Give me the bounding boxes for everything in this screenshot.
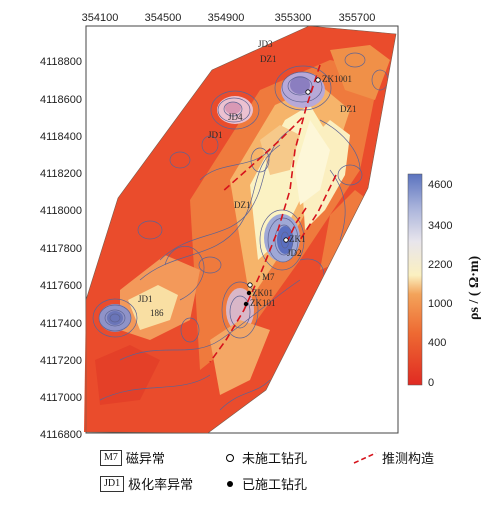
colorbar-title: ρs / ( Ω·m) (467, 255, 482, 320)
x-axis: 354100 354500 354900 355300 355700 (82, 12, 376, 24)
colorbar-tick: 0 (428, 377, 434, 389)
label-m7: M7 (262, 272, 275, 282)
legend-jd1-text: 极化率异常 (128, 478, 194, 493)
y-tick: 4118600 (40, 94, 82, 106)
legend-structure: 推测构造 (352, 448, 434, 467)
y-tick: 4116800 (40, 429, 82, 441)
borehole-planned (305, 89, 311, 95)
y-tick: 4118400 (40, 131, 82, 143)
x-tick: 354900 (208, 12, 245, 24)
x-tick: 354500 (145, 12, 182, 24)
colorbar-tick: 4600 (428, 179, 452, 191)
borehole-drilled (243, 301, 249, 307)
x-tick: 355700 (339, 12, 376, 24)
label-jd2: JD2 (287, 248, 302, 258)
colorbar: 4600 3400 2200 1000 400 0 ρs / ( Ω·m) (407, 173, 482, 389)
label-zk101: ZK101 (250, 298, 276, 308)
y-axis: 4118800 4118600 4118400 4118200 4118000 … (40, 56, 82, 441)
legend-drilled-hole: 已施工钻孔 (222, 474, 307, 493)
y-tick: 4117200 (40, 355, 82, 367)
inferred-structures (209, 64, 337, 363)
boreholes (243, 77, 321, 307)
label-zk1001: ZK1001 (322, 74, 352, 84)
survey-boundary (85, 25, 397, 434)
borehole-drilled (246, 290, 252, 296)
label-zk1: ZK1 (289, 234, 306, 244)
x-tick: 354100 (82, 12, 119, 24)
legend: M7 磁异常 JD1 极化率异常 未施工钻孔 已施工钻孔 推测构造 (96, 444, 476, 496)
colorbar-ramp (407, 173, 423, 386)
y-tick: 4117000 (40, 392, 82, 404)
colorbar-tick: 3400 (428, 220, 452, 232)
label-186: 186 (150, 308, 164, 318)
legend-magnetic: M7 磁异常 (100, 448, 165, 467)
y-tick: 4117600 (40, 280, 82, 292)
y-tick: 4117800 (40, 243, 82, 255)
label-jd4: JD4 (228, 112, 243, 122)
y-tick: 4117400 (40, 318, 82, 330)
borehole-planned (315, 77, 321, 83)
legend-m7-box: M7 (100, 449, 122, 466)
colorbar-tick: 1000 (428, 298, 452, 310)
map-annotations: JD3 DZ1 ZK1001 JD4 JD1 DZ1 DZ1 ZK1 JD2 M… (138, 39, 357, 318)
label-dz1-right: DZ1 (340, 104, 357, 114)
y-tick: 4118200 (40, 168, 82, 180)
colorbar-tick: 2200 (428, 259, 452, 271)
legend-polarization: JD1 极化率异常 (100, 474, 193, 493)
legend-filled-text: 已施工钻孔 (242, 478, 308, 493)
dashed-line-icon (353, 451, 377, 464)
borehole-planned (283, 237, 289, 243)
label-jd1: JD1 (208, 130, 223, 140)
y-tick: 4118800 (40, 56, 82, 68)
legend-m7-text: 磁异常 (125, 452, 165, 467)
y-tick: 4118000 (40, 205, 82, 217)
borehole-planned (247, 282, 253, 288)
x-tick: 355300 (275, 12, 312, 24)
open-circle-icon (226, 453, 234, 462)
label-dz1-top: DZ1 (260, 54, 277, 64)
label-zk01: ZK01 (252, 288, 273, 298)
label-jd-top: JD3 (258, 39, 273, 49)
legend-structure-text: 推测构造 (382, 452, 435, 467)
legend-jd1-box: JD1 (100, 475, 125, 492)
filled-circle-icon (227, 480, 233, 487)
label-jd1-left: JD1 (138, 294, 153, 304)
legend-planned-hole: 未施工钻孔 (222, 448, 307, 467)
contour-lines (92, 52, 389, 411)
colorbar-tick: 400 (428, 337, 446, 349)
label-dz1-mid: DZ1 (234, 200, 251, 210)
legend-open-text: 未施工钻孔 (242, 452, 308, 467)
